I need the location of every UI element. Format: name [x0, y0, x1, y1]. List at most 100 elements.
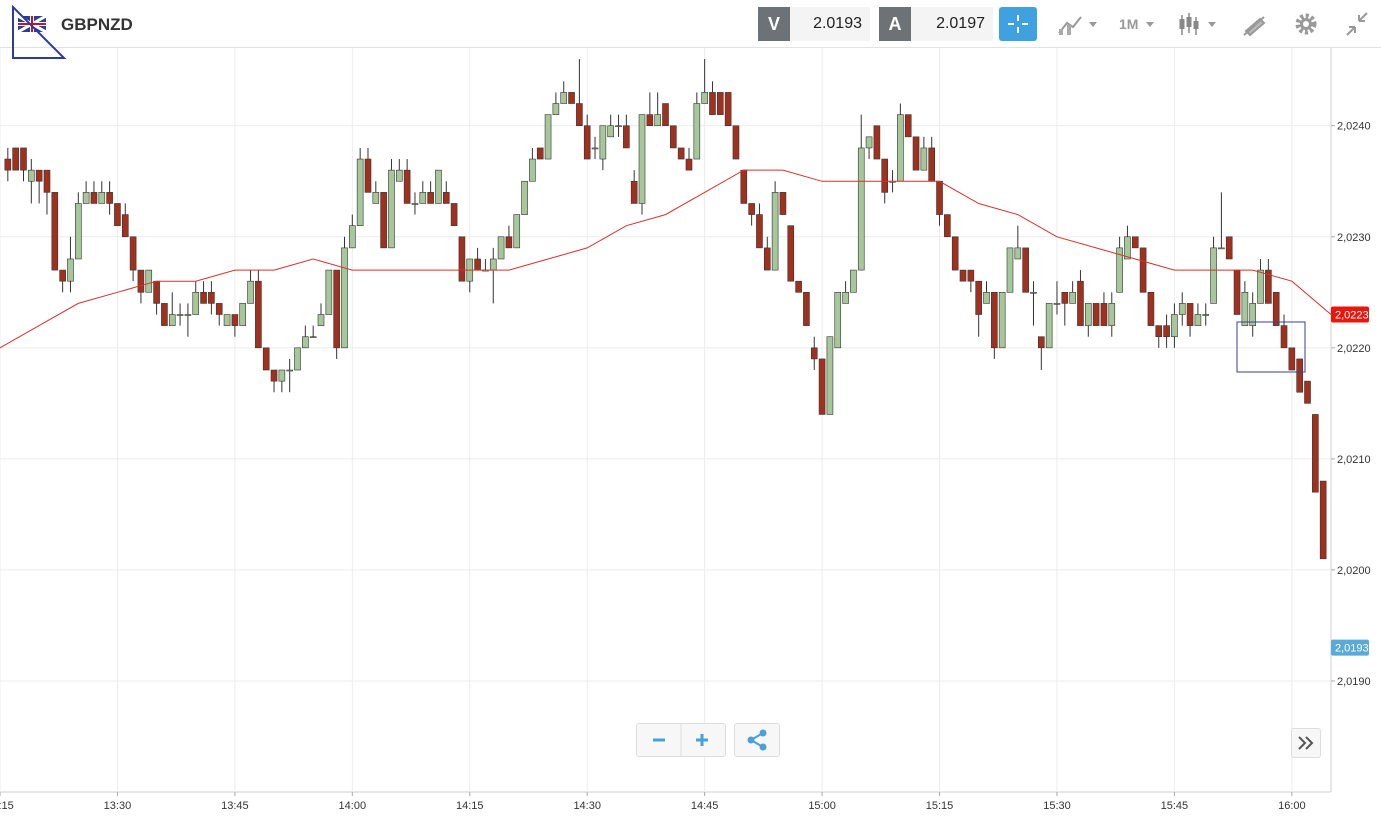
ask-price[interactable]: 2.0197	[911, 7, 993, 41]
candle-body	[82, 192, 90, 204]
candle-body	[944, 214, 951, 238]
candle-body	[1210, 247, 1217, 304]
candle-body	[1131, 236, 1139, 249]
candle-body	[763, 247, 771, 271]
candle-body	[873, 125, 881, 160]
candle-body	[442, 192, 450, 204]
bid-tag[interactable]: V	[758, 7, 790, 41]
candle-body	[677, 147, 685, 160]
candle-body	[701, 92, 708, 104]
x-tick-label: 14:00	[339, 800, 367, 812]
candle-body	[364, 158, 372, 193]
y-tick-label: 2,0200	[1337, 565, 1371, 577]
x-tick-label: 15:30	[1043, 800, 1071, 812]
candle-body	[623, 125, 630, 149]
x-tick-label: 14:15	[456, 800, 484, 812]
candle-body	[200, 291, 207, 304]
candle-body	[121, 214, 129, 238]
candle-body	[818, 358, 826, 415]
candle-body	[20, 147, 27, 171]
scroll-end-icon	[1298, 736, 1314, 750]
zoom-in[interactable]	[696, 734, 708, 746]
candle-body	[630, 180, 638, 204]
candle-body	[176, 314, 184, 316]
x-tick-label: 14:45	[691, 800, 719, 812]
candle-body	[1022, 247, 1029, 293]
candle-body	[450, 203, 458, 226]
candle-body	[380, 192, 387, 249]
candle-body	[231, 314, 239, 326]
settings-button[interactable]	[1292, 7, 1320, 41]
bid-price-badge	[1331, 639, 1369, 656]
drawing-tools-button[interactable]	[1240, 7, 1270, 41]
ma-price-badge-label: 2,0223	[1335, 310, 1369, 322]
crosshair-button[interactable]	[999, 7, 1037, 41]
flag-icon	[18, 16, 46, 32]
candle-body	[779, 192, 787, 215]
candle-style-button[interactable]	[1176, 7, 1224, 41]
candle-body	[1061, 291, 1069, 304]
bid-price[interactable]: 2.0193	[790, 7, 870, 41]
x-tick-label: 13:30	[104, 800, 132, 812]
candle-body	[1280, 325, 1288, 349]
candle-body	[756, 214, 763, 249]
candle-body	[1272, 291, 1280, 326]
candle-body	[309, 336, 317, 339]
moving-average-line	[0, 169, 1332, 349]
candle-body	[145, 269, 153, 293]
candle-body	[834, 291, 842, 349]
candle-body	[474, 258, 481, 271]
candle-body	[505, 236, 513, 249]
ask-tag[interactable]: A	[879, 7, 911, 41]
ma-price-badge	[1331, 306, 1369, 323]
scroll-end-button[interactable]	[1291, 728, 1321, 758]
candle-body	[12, 147, 19, 171]
share-button[interactable]	[734, 723, 780, 757]
candle-body	[278, 369, 286, 382]
collapse-button[interactable]	[1343, 7, 1371, 41]
candle-body	[1233, 269, 1241, 315]
candle-body	[403, 169, 411, 204]
candle-body	[560, 92, 568, 104]
chart-type-button[interactable]	[1055, 7, 1103, 41]
timeframe-caret	[1146, 22, 1154, 27]
candle-body	[1218, 247, 1225, 250]
candle-body	[1171, 314, 1178, 338]
candle-body	[74, 203, 82, 260]
x-tick-label: 15:00	[808, 800, 836, 812]
candle-body	[1304, 380, 1311, 404]
candle-body	[748, 203, 755, 215]
timeframe-button[interactable]: 1M	[1119, 16, 1139, 32]
candle-body	[1139, 247, 1147, 293]
candle-body	[43, 169, 51, 193]
candle-body	[411, 203, 419, 205]
candle-body	[90, 192, 98, 204]
candle-body	[395, 169, 403, 182]
candle-body	[435, 169, 442, 204]
candle-body	[795, 280, 802, 293]
candle-body	[732, 125, 740, 160]
candle-body	[544, 114, 552, 160]
y-tick-label: 2,0240	[1337, 121, 1371, 133]
candle-body	[959, 269, 967, 282]
candle-body	[137, 269, 145, 293]
candle-body	[920, 147, 928, 171]
candle-body	[638, 114, 646, 204]
candle-body	[826, 336, 834, 415]
y-tick-label: 2,0220	[1337, 343, 1371, 355]
candle-body	[583, 125, 591, 160]
candle-body	[161, 303, 168, 326]
candle-body	[192, 291, 200, 315]
candle-body	[388, 169, 395, 249]
candle-body	[247, 280, 254, 304]
candle-body	[787, 225, 795, 282]
candle-body	[1225, 236, 1233, 260]
bid-price-badge-label: 2,0193	[1335, 643, 1369, 655]
candle-body	[497, 236, 505, 260]
candle-body	[1030, 291, 1037, 294]
candle-body	[294, 347, 301, 371]
candle-body	[1100, 303, 1108, 326]
candle-body	[536, 147, 544, 160]
candle-body	[1202, 314, 1210, 316]
